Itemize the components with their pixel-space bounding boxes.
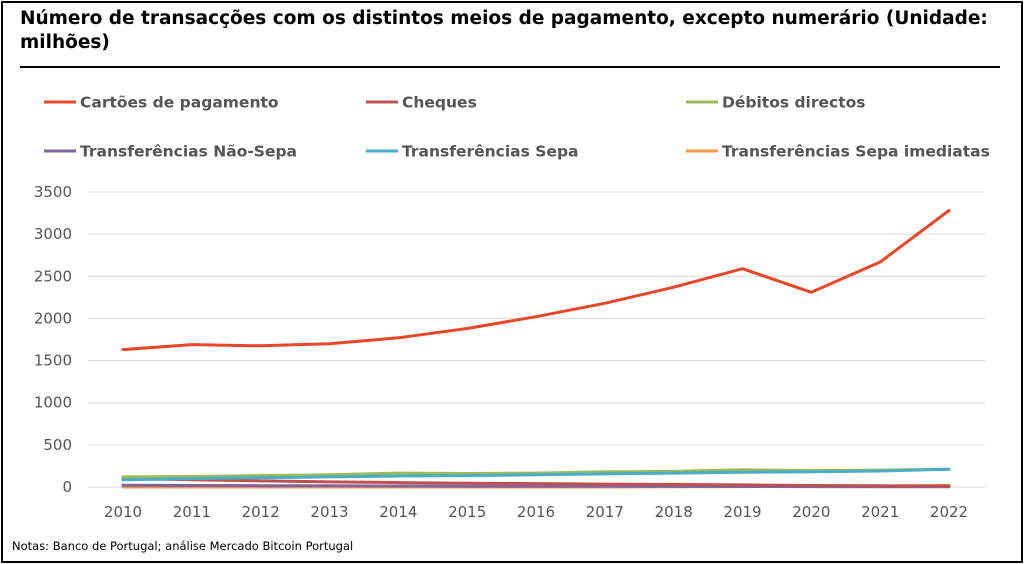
title-divider [20, 66, 1000, 68]
y-tick-label: 2000 [34, 309, 72, 327]
x-tick-label: 2012 [242, 503, 280, 521]
x-tick-label: 2016 [517, 503, 555, 521]
series-line [121, 209, 951, 352]
y-tick-label: 3000 [34, 225, 72, 243]
legend-item: Transferências Não-Sepa [44, 143, 297, 161]
x-tick-label: 2021 [861, 503, 899, 521]
legend-label: Transferências Não-Sepa [80, 143, 297, 161]
x-tick-label: 2015 [448, 503, 486, 521]
legend-item: Transferências Sepa imediatas [686, 143, 990, 161]
legend-label: Débitos directos [722, 94, 866, 112]
legend: Cartões de pagamento Cheques Débitos direc… [44, 94, 990, 161]
y-tick-label: 3500 [34, 183, 72, 201]
x-tick-label: 2013 [310, 503, 348, 521]
series-lines [121, 209, 951, 489]
y-axis-ticks: 0 500 1000 1500 2000 2500 3000 3500 [34, 183, 72, 496]
x-tick-label: 2011 [173, 503, 211, 521]
x-tick-label: 2019 [723, 503, 761, 521]
chart-title: Número de transacções com os distintos m… [20, 8, 988, 53]
source-note: Notas: Banco de Portugal; análise Mercad… [12, 539, 354, 553]
x-axis-ticks: 2010 2011 2012 2013 2014 2015 2016 2017 2018 2019… [104, 503, 968, 521]
legend-label: Transferências Sepa imediatas [722, 143, 990, 161]
series-line [121, 467, 951, 482]
x-tick-label: 2010 [104, 503, 142, 521]
legend-label: Transferências Sepa [402, 143, 579, 161]
y-tick-label: 2500 [34, 267, 72, 285]
x-tick-label: 2017 [586, 503, 624, 521]
legend-item: Cheques [366, 94, 477, 112]
x-tick-label: 2018 [655, 503, 693, 521]
y-tick-label: 1500 [34, 352, 72, 370]
x-tick-label: 2020 [792, 503, 830, 521]
legend-label: Cheques [402, 94, 477, 112]
x-tick-label: 2022 [930, 503, 968, 521]
y-tick-label: 500 [43, 436, 72, 454]
gridlines [88, 191, 985, 488]
x-tick-label: 2014 [379, 503, 417, 521]
y-tick-label: 1000 [34, 394, 72, 412]
series-line [121, 477, 951, 488]
y-tick-label: 0 [62, 478, 72, 496]
legend-item: Transferências Sepa [366, 143, 579, 161]
legend-item: Cartões de pagamento [44, 94, 279, 112]
legend-item: Débitos directos [686, 94, 866, 112]
legend-label: Cartões de pagamento [80, 94, 279, 112]
